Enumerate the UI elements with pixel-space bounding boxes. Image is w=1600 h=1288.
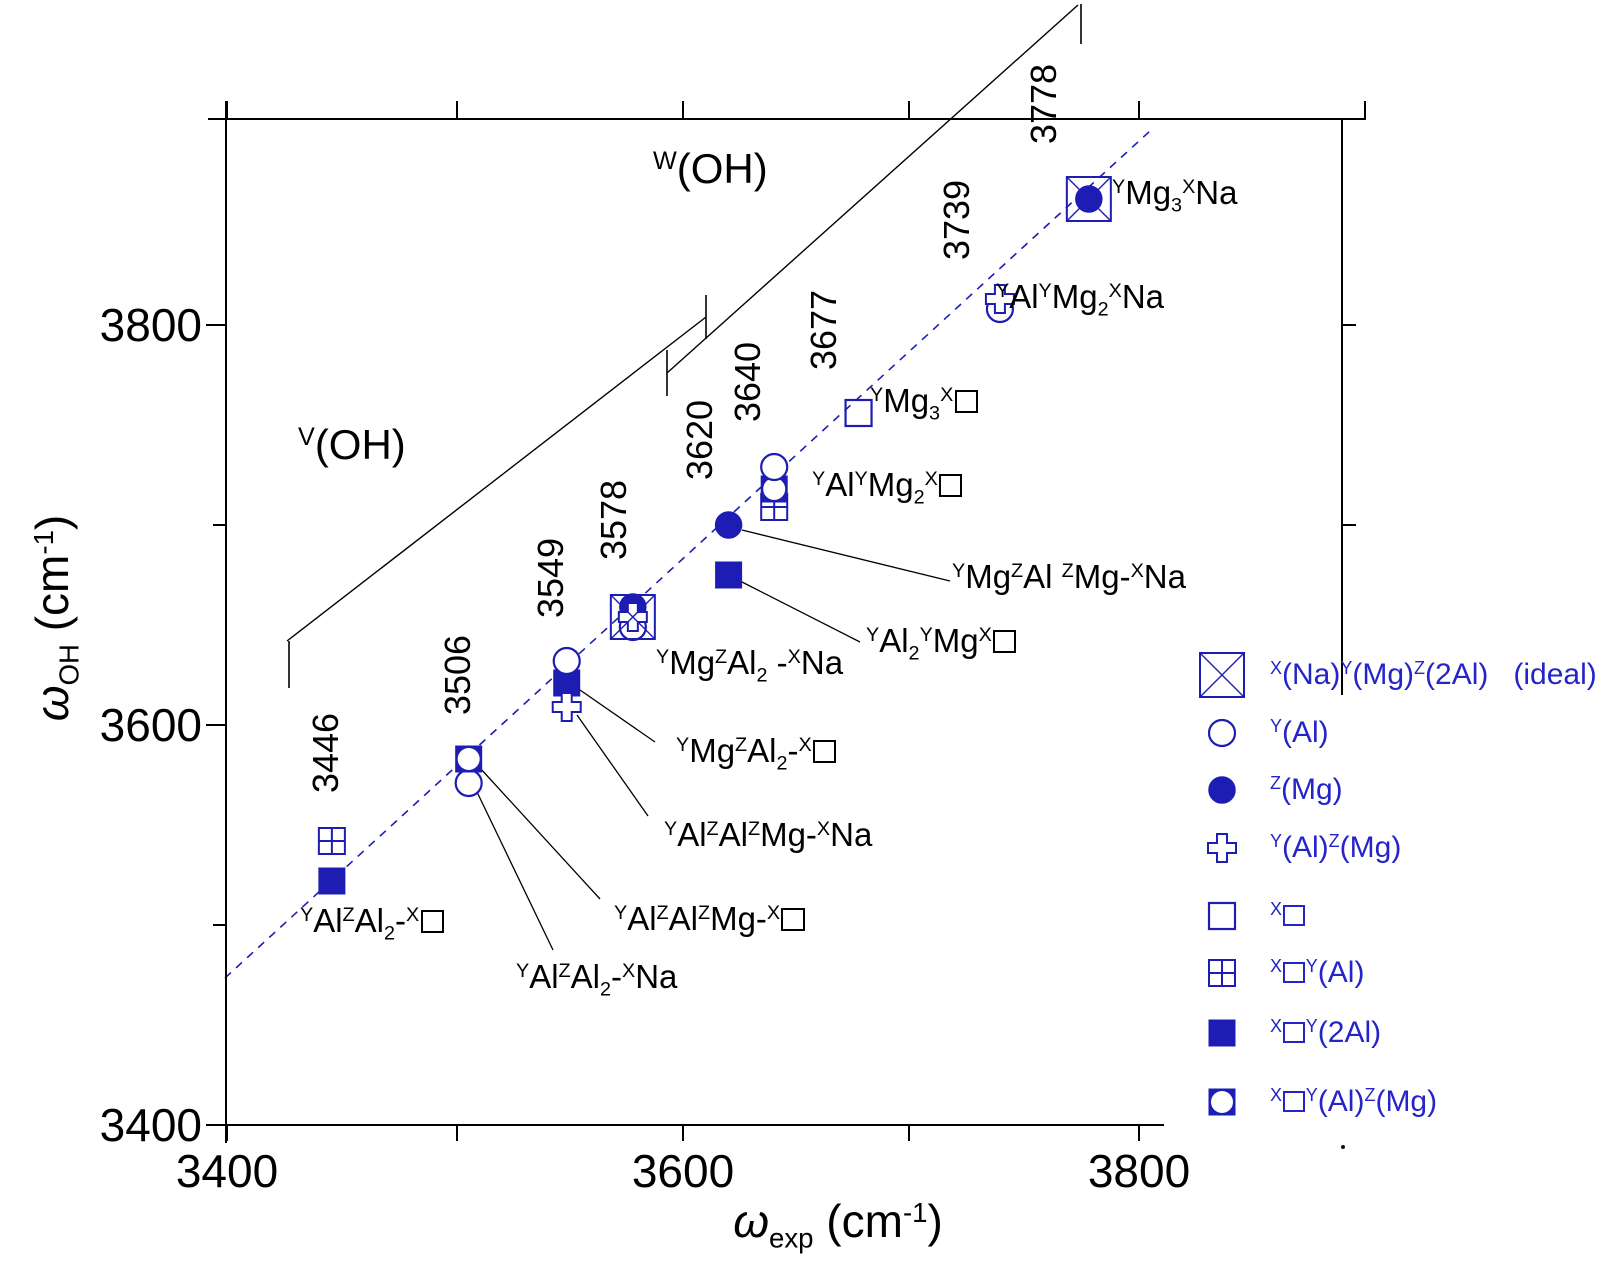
legend-item-label-3: Y(Al)Z(Mg) (1270, 831, 1402, 864)
marker-square-filled (318, 867, 346, 895)
vacancy-square-glyph (993, 629, 1017, 653)
legend-square-circle-icon (1208, 1088, 1236, 1116)
legend-circle-open-icon (1207, 718, 1237, 748)
legend-item-label-5: X Y(Al) (1270, 956, 1365, 989)
species-label-9: YAlZAlZMg-X (614, 902, 806, 935)
marker-square-filled (715, 561, 743, 589)
species-label-1: YAlYMg2XNa (996, 278, 1164, 321)
marker-cross-open (551, 692, 582, 722)
band-frequency-label-3677: 3677 (803, 289, 844, 371)
marker-square-circle (455, 745, 483, 773)
annotation-connector-line (476, 791, 554, 951)
legend-circle-filled-icon (1208, 776, 1236, 804)
legend-item-label-7: X Y(Al)Z(Mg) (1270, 1085, 1438, 1118)
legend-item-label-6: X Y(2Al) (1270, 1016, 1382, 1049)
annotation-connector-line (579, 689, 656, 743)
vacancy-square-glyph (420, 909, 444, 933)
species-label-10: YAlZAl2-XNa (516, 958, 678, 1001)
band-frequency-label-3620: 3620 (679, 399, 720, 481)
vacancy-square-glyph (813, 739, 837, 763)
marker-circle-open (760, 452, 789, 482)
marker-square-circle (760, 475, 788, 503)
vacancy-square-glyph (1283, 961, 1305, 983)
marker-square-crossed (1065, 176, 1112, 222)
legend-item-label-4: X (1270, 900, 1306, 931)
y-axis-tick-label-3600: 3600 (99, 699, 202, 751)
species-label-3: YAlYMg2X (812, 468, 964, 507)
band-frequency-label-3506: 3506 (437, 634, 478, 716)
band-frequency-label-3739: 3739 (936, 179, 977, 261)
marker-circle-open (552, 646, 581, 676)
legend-square-filled-icon (1208, 1019, 1236, 1047)
legend-square-crossed-icon (1199, 652, 1245, 698)
marker-circle-filled (714, 511, 743, 539)
band-frequency-label-3578: 3578 (593, 479, 634, 561)
vacancy-square-glyph (954, 389, 978, 413)
species-label-2: YMg3X (870, 384, 979, 423)
band-frequency-label-3446: 3446 (305, 712, 346, 794)
legend-item-label-2: Z(Mg) (1270, 773, 1343, 806)
legend-cross-open-icon (1207, 833, 1237, 863)
x-axis-tick-label-3800: 3800 (1087, 1145, 1191, 1197)
x-axis-tick-label-3600: 3600 (631, 1145, 735, 1197)
w-oh-label: W(OH) (653, 145, 768, 192)
marker-square-crossed (609, 594, 656, 640)
marker-square-quartered (317, 827, 346, 855)
legend-item-label-0: X(Na)Y(Mg)Z(2Al) (ideal) (1270, 658, 1597, 691)
v-oh-label: V(OH) (298, 421, 406, 468)
vacancy-square-glyph (1283, 904, 1305, 926)
w-oh-line (666, 4, 1079, 374)
x-axis-tick-label-3400: 3400 (175, 1145, 279, 1197)
stray-mark (1341, 1145, 1345, 1149)
species-label-5: YAl2YMgX (866, 624, 1018, 663)
band-frequency-label-3549: 3549 (530, 537, 571, 619)
vacancy-square-glyph (939, 473, 963, 497)
marker-square-open (844, 398, 873, 428)
vacancy-square-glyph (781, 907, 805, 931)
legend-square-open-icon (1207, 901, 1237, 931)
annotation-connector-line (576, 714, 649, 817)
vacancy-square-glyph (1283, 1021, 1305, 1043)
y-axis-title: ωOH (cm-1) (26, 514, 85, 722)
species-label-0: YMg3XNa (1112, 174, 1238, 217)
legend-square-quartered-icon (1208, 959, 1236, 987)
annotation-connector-line (479, 767, 601, 900)
annotation-connector-line (741, 529, 951, 582)
legend-item-label-1: Y(Al) (1270, 716, 1329, 749)
band-frequency-label-3640: 3640 (727, 341, 768, 423)
v-oh-line (286, 316, 707, 642)
band-frequency-label-3778: 3778 (1023, 63, 1064, 145)
marker-cross-open (984, 284, 1015, 314)
vacancy-square-glyph (1283, 1090, 1305, 1112)
species-label-4: YMgZAl ZMg-XNa (952, 558, 1186, 595)
species-label-7: YMgZAl2-X (676, 734, 837, 773)
species-label-8: YAlZAlZMg-XNa (664, 816, 873, 853)
species-label-11: YAlZAl2-X (300, 904, 445, 943)
y-axis-tick-label-3400: 3400 (99, 1099, 202, 1151)
y-axis-tick-label-3800: 3800 (99, 299, 202, 351)
species-label-6: YMgZAl2 -XNa (656, 644, 844, 687)
annotation-connector-line (741, 581, 861, 643)
marker-circle-open (454, 768, 483, 798)
x-axis-title: ωexp (cm-1) (733, 1195, 943, 1254)
